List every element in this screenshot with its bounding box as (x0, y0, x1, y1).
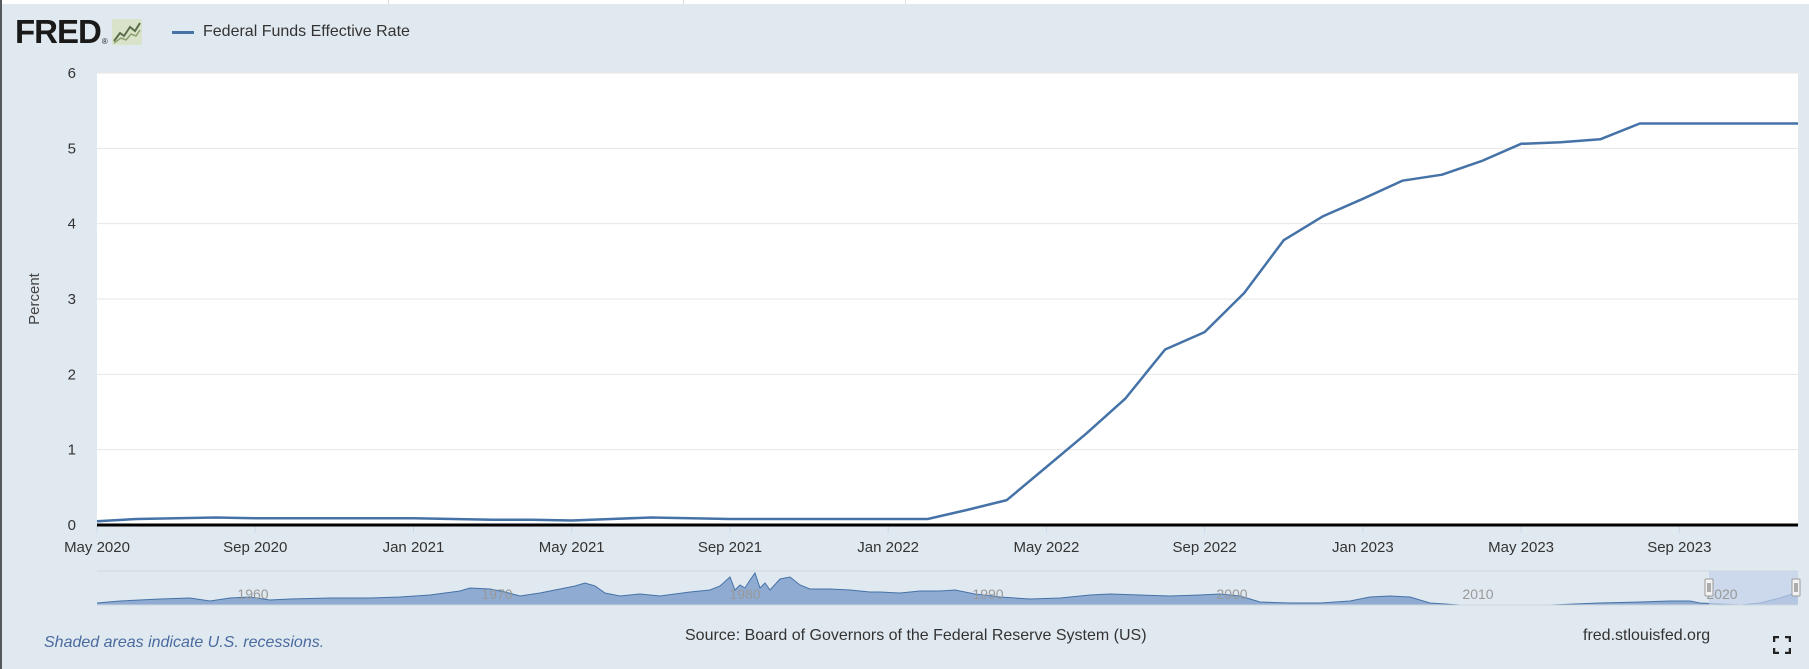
legend-series-swatch (172, 30, 194, 34)
toolbar-separator (905, 0, 906, 4)
legend-series-label: Federal Funds Effective Rate (203, 23, 410, 40)
series-line (96, 122, 1798, 523)
navigator-handle[interactable] (1791, 578, 1801, 597)
x-tick-label: Sep 2023 (1647, 539, 1711, 556)
y-tick-label: 4 (68, 216, 76, 233)
navigator-handle[interactable] (1704, 578, 1714, 597)
line-chart-icon (111, 19, 142, 45)
x-tick-label: Jan 2023 (1332, 539, 1394, 556)
fred-logo-text: FRED (15, 13, 102, 50)
site-link[interactable]: fred.stlouisfed.org (1583, 627, 1711, 644)
fullscreen-button[interactable] (1773, 636, 1791, 654)
navigator-area (97, 573, 1798, 605)
source-text: Source: Board of Governors of the Federa… (685, 627, 1147, 644)
x-tick-label: Jan 2022 (857, 539, 919, 556)
x-tick-label: Jan 2021 (383, 539, 445, 556)
toolbar-separator (683, 0, 684, 4)
navigator-label: 2020 (1706, 586, 1737, 602)
x-tick-label: Sep 2020 (223, 539, 287, 556)
fred-logo[interactable]: FRED ® (15, 12, 142, 52)
recession-note: Shaded areas indicate U.S. recessions. (44, 634, 325, 651)
x-tick-label: May 2022 (1013, 539, 1079, 556)
navigator-window (1709, 571, 1798, 605)
chart-legend[interactable]: Federal Funds Effective Rate (172, 22, 410, 42)
navigator-label: 1970 (481, 586, 512, 602)
navigator-label: 1960 (237, 586, 268, 602)
x-tick-label: Sep 2021 (698, 539, 762, 556)
y-tick-label: 2 (68, 366, 76, 383)
navigator-label: 1990 (972, 586, 1003, 602)
navigator-label: 2000 (1216, 586, 1247, 602)
fullscreen-icon (1773, 636, 1791, 654)
navigator-line (96, 571, 1799, 606)
registered-mark: ® (101, 36, 108, 46)
y-tick-label: 6 (68, 65, 76, 82)
y-tick-label: 0 (68, 517, 76, 534)
navigator-label: 1980 (729, 586, 760, 602)
x-tick-label: May 2021 (539, 539, 605, 556)
x-tick-label: May 2020 (64, 539, 130, 556)
y-axis-title: Percent (26, 272, 43, 325)
y-tick-label: 5 (68, 140, 76, 157)
window-left-border (0, 0, 2, 669)
navigator-label: 2010 (1462, 586, 1493, 602)
x-tick-label: May 2023 (1488, 539, 1554, 556)
x-tick-label: Sep 2022 (1173, 539, 1237, 556)
y-tick-label: 3 (68, 291, 76, 308)
y-tick-label: 1 (68, 442, 76, 459)
toolbar-separator (388, 0, 389, 4)
